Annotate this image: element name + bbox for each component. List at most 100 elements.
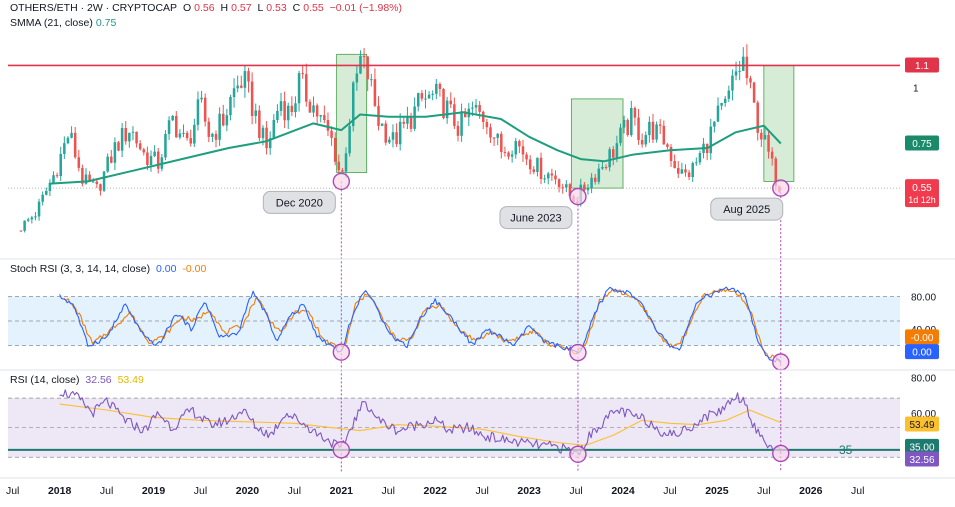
close-value: 0.55 [303,2,324,14]
candle-body [384,123,388,143]
change-value: −0.01 (−1.98%) [329,2,402,14]
candle-body [460,111,463,136]
candle-body [550,173,554,176]
candle-body [175,115,178,138]
candle-body [135,131,138,144]
candle-body [366,56,369,80]
candle-body [370,79,373,81]
rsi-tick-80: 80.00 [911,373,936,384]
x-tick-label: 2024 [611,485,635,497]
candle-body [297,73,301,104]
smma-label: SMMA (21, close) [10,17,93,29]
event-circle [569,343,587,362]
candle-body [770,151,774,159]
candle-body [601,167,604,169]
x-tick-label: Jul [475,485,488,497]
event-circle [569,445,587,463]
candle-body [156,151,160,169]
candle-body [651,121,655,140]
candle-body [59,154,62,177]
candle-body [146,152,149,166]
candle-body [626,119,629,136]
candle-body [413,106,416,129]
candle-body [207,121,211,137]
rsi-ma-value: 53.49 [117,374,144,386]
candle-body [590,177,593,189]
x-tick-label: Jul [288,485,301,497]
x-tick-label: 2020 [236,485,260,497]
candle-body [463,111,467,118]
candle-body [402,121,406,124]
rsi-value: 32.56 [85,374,112,386]
candle-body [431,93,434,95]
candle-body [185,132,189,139]
candle-body [196,99,200,125]
candle-body [48,182,52,191]
candle-body [713,121,716,127]
stoch-d-tag: -0.00 [911,333,934,344]
candle-body [640,140,644,145]
candle-body [456,125,460,136]
candle-body [723,98,727,103]
candle-body [518,141,521,147]
candle-body [420,93,424,99]
candle-body [308,101,312,113]
event-callout-label: Dec 2020 [276,197,323,209]
x-tick-label: Jul [757,485,770,497]
candle-body [218,113,221,140]
candle-body [128,132,131,142]
candle-body [752,82,756,103]
candle-body [258,110,261,139]
rsi-legend: RSI (14, close) 32.56 53.49 [10,374,147,386]
candle-body [438,83,442,89]
candle-body [442,88,445,119]
candle-body [536,157,539,173]
candle-body [561,187,564,189]
candle-body [286,105,290,121]
price-tick-1: 1 [913,83,919,94]
last-price-tag: 0.55 [912,183,932,194]
candle-body [507,152,510,157]
candle-body [203,97,207,122]
candle-body [406,116,409,124]
candle-body [745,56,749,79]
stoch-k-tag: 0.00 [912,348,932,359]
candle-body [435,83,438,94]
candle-body [344,153,348,172]
candle-body [525,154,528,160]
open-value: 0.56 [194,2,215,14]
smma-legend: SMMA (21, close) 0.75 [10,17,119,29]
candle-body [521,146,525,155]
candle-body [445,100,449,119]
candle-body [373,79,377,106]
candle-body [731,75,734,91]
candle-body [593,177,597,182]
candle-body [290,105,294,113]
candle-body [677,167,680,174]
candle-body [229,97,232,116]
candle-body [211,133,214,137]
candle-body [171,115,174,121]
candle-body [687,172,691,178]
candle-body [164,133,167,158]
close-label: C [292,2,301,14]
candle-body [265,127,268,149]
candle-body [388,139,391,143]
candle-body [727,90,731,99]
candle-body [236,85,239,89]
x-tick-label: Jul [663,485,676,497]
candle-body [341,170,344,172]
candle-body [630,108,633,136]
candle-body [481,111,485,122]
candle-body [644,135,648,145]
candle-body [77,157,81,168]
x-tick-label: 2025 [705,485,729,497]
stoch-title: Stoch RSI (3, 3, 14, 14, close) [10,263,151,275]
rsi-ma-line [59,403,782,446]
candle-body [391,132,395,140]
event-circle [569,187,587,206]
candle-body [763,135,767,140]
rsi-tick-60: 60.00 [911,409,936,420]
candle-body [330,130,333,138]
